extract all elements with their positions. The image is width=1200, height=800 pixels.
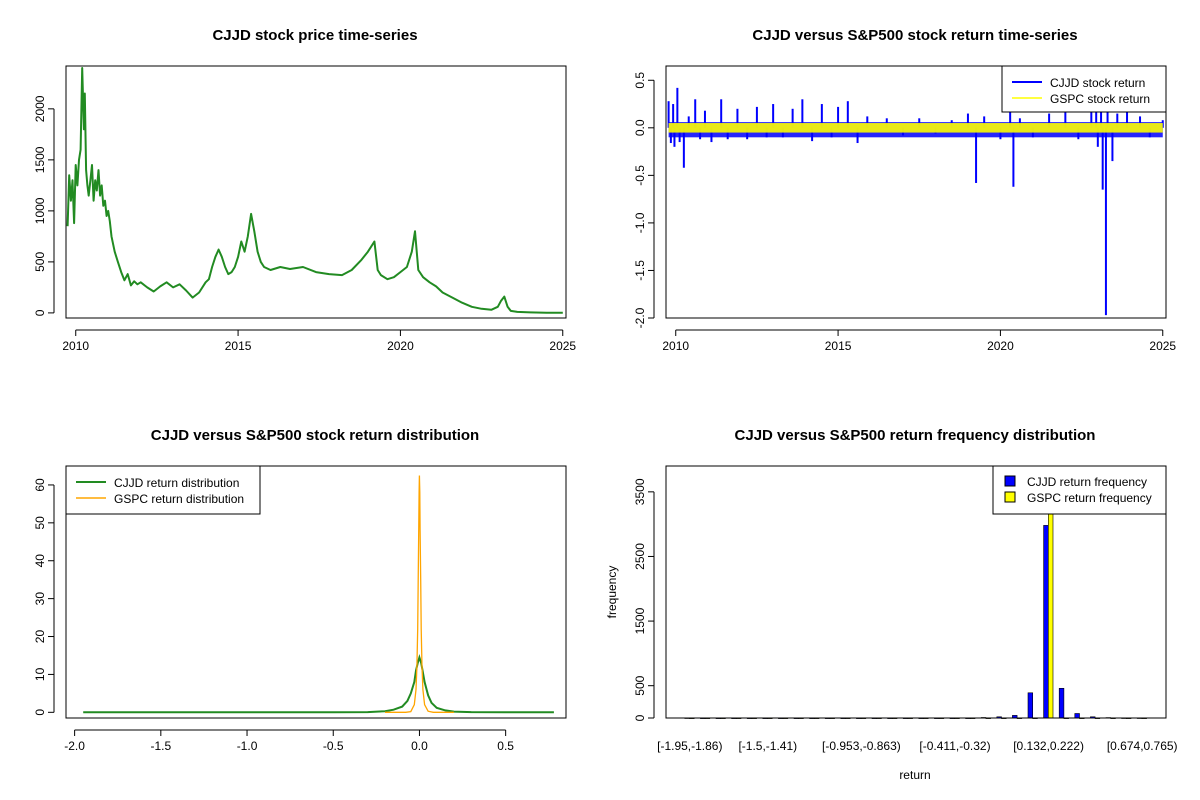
frequency-x-tick-label: [-1.95,-1.86) <box>657 739 722 753</box>
return-chart: CJJD versus S&P500 stock return time-ser… <box>633 27 1176 353</box>
return-chart-title: CJJD versus S&P500 stock return time-ser… <box>752 27 1077 44</box>
y-tick-label: -2.0 <box>633 307 647 328</box>
frequency-x-tick-label: [0.674,0.765) <box>1107 739 1178 753</box>
legend-gspc-return-label: GSPC stock return <box>1050 92 1150 106</box>
return-chart-marks: 2010 2015 2020 2025 0.5 0.0 -0.5 -1.0 -1.5 -2.0 <box>633 72 1176 353</box>
frequency-x-tick-label: [0.132,0.222) <box>1013 739 1084 753</box>
return-legend-box <box>1001 65 1167 113</box>
cjjd-density-line <box>83 653 554 714</box>
frequency-legend-box <box>992 465 1167 515</box>
y-tick-label: 500 <box>33 252 47 272</box>
y-tick-label: 0 <box>33 309 47 316</box>
price-chart-marks: 2010 2015 2020 2025 0 500 1000 1500 2000 <box>33 67 576 353</box>
frequency-x-tick-label: [-0.411,-0.32) <box>919 739 990 753</box>
y-tick-label: 40 <box>33 554 47 568</box>
density-legend-box <box>65 465 261 515</box>
frequency-x-axis-label: return <box>899 768 930 782</box>
frequency-chart-title: CJJD versus S&P500 return frequency dist… <box>735 427 1096 444</box>
cjjd-frequency-bar <box>1074 713 1080 719</box>
y-tick-label: 0 <box>33 709 47 716</box>
frequency-x-tick-label: [-0.953,-0.863) <box>822 739 901 753</box>
x-tick-label: 2015 <box>225 339 252 353</box>
y-tick-label: 0.5 <box>633 72 647 89</box>
y-tick-label: 0.0 <box>633 119 647 136</box>
x-tick-label: 2025 <box>1149 339 1176 353</box>
density-chart: CJJD versus S&P500 stock return distribu… <box>33 427 567 753</box>
frequency-x-tick-label: [-1.5,-1.41) <box>738 739 797 753</box>
price-chart-title: CJJD stock price time-series <box>212 27 417 44</box>
x-tick-label: 2025 <box>549 339 576 353</box>
y-tick-label: 30 <box>33 592 47 606</box>
x-tick-label: 2020 <box>987 339 1014 353</box>
frequency-chart-plot-frame <box>665 465 1167 719</box>
x-tick-label: -2.0 <box>64 739 85 753</box>
density-chart-marks: -2.0 -1.5 -1.0 -0.5 0.0 0.5 0 10 20 30 40 50 60 <box>33 475 554 753</box>
x-tick-label: 2020 <box>387 339 414 353</box>
cjjd-frequency-bar <box>1058 687 1065 719</box>
y-tick-label: 2500 <box>633 543 647 570</box>
density-chart-plot-frame <box>65 465 567 719</box>
y-tick-label: 2000 <box>33 95 47 122</box>
gspc-density-line <box>385 475 454 713</box>
y-tick-label: 500 <box>633 675 647 695</box>
y-tick-label: 1500 <box>633 607 647 634</box>
y-tick-label: -1.0 <box>633 212 647 233</box>
cjjd-frequency-bar <box>1043 525 1049 719</box>
density-chart-title: CJJD versus S&P500 stock return distribu… <box>151 427 479 444</box>
x-tick-label: -0.5 <box>323 739 344 753</box>
return-chart-plot-frame <box>665 65 1167 319</box>
y-tick-label: 20 <box>33 630 47 644</box>
x-tick-label: 2010 <box>662 339 689 353</box>
price-chart-plot-frame <box>65 65 567 319</box>
y-tick-label: -1.5 <box>633 260 647 281</box>
cjjd-frequency-bar <box>1027 692 1033 719</box>
price-chart: CJJD stock price time-series 2010 2015 202… <box>33 27 576 353</box>
legend-gspc-frequency-swatch <box>1004 491 1016 503</box>
x-tick-label: 2015 <box>825 339 852 353</box>
frequency-y-axis-label: frequency <box>605 566 619 619</box>
y-tick-label: -0.5 <box>633 165 647 186</box>
frequency-chart-legend: CJJD return frequency GSPC return freque… <box>992 465 1167 515</box>
density-chart-legend: CJJD return distribution GSPC return dis… <box>65 465 261 515</box>
y-tick-label: 1000 <box>33 197 47 224</box>
x-tick-label: 2010 <box>62 339 89 353</box>
return-chart-legend: CJJD stock return GSPC stock return <box>1001 65 1167 113</box>
legend-cjjd-distribution-label: CJJD return distribution <box>114 476 239 490</box>
y-tick-label: 0 <box>633 714 647 721</box>
legend-cjjd-frequency-label: CJJD return frequency <box>1027 475 1147 489</box>
price-series-line <box>66 67 563 314</box>
legend-cjjd-frequency-swatch <box>1004 475 1016 487</box>
y-tick-label: 10 <box>33 667 47 681</box>
y-tick-label: 60 <box>33 478 47 492</box>
y-tick-label: 50 <box>33 516 47 530</box>
x-tick-label: -1.0 <box>237 739 258 753</box>
frequency-chart: CJJD versus S&P500 return frequency dist… <box>605 427 1178 782</box>
legend-gspc-distribution-label: GSPC return distribution <box>114 492 244 506</box>
gspc-return-band <box>668 123 1163 133</box>
x-tick-label: 0.0 <box>411 739 428 753</box>
legend-gspc-frequency-label: GSPC return frequency <box>1027 491 1152 505</box>
y-tick-label: 3500 <box>633 478 647 505</box>
legend-cjjd-return-label: CJJD stock return <box>1050 76 1145 90</box>
x-tick-label: -1.5 <box>150 739 171 753</box>
x-tick-label: 0.5 <box>497 739 514 753</box>
y-tick-label: 1500 <box>33 146 47 173</box>
